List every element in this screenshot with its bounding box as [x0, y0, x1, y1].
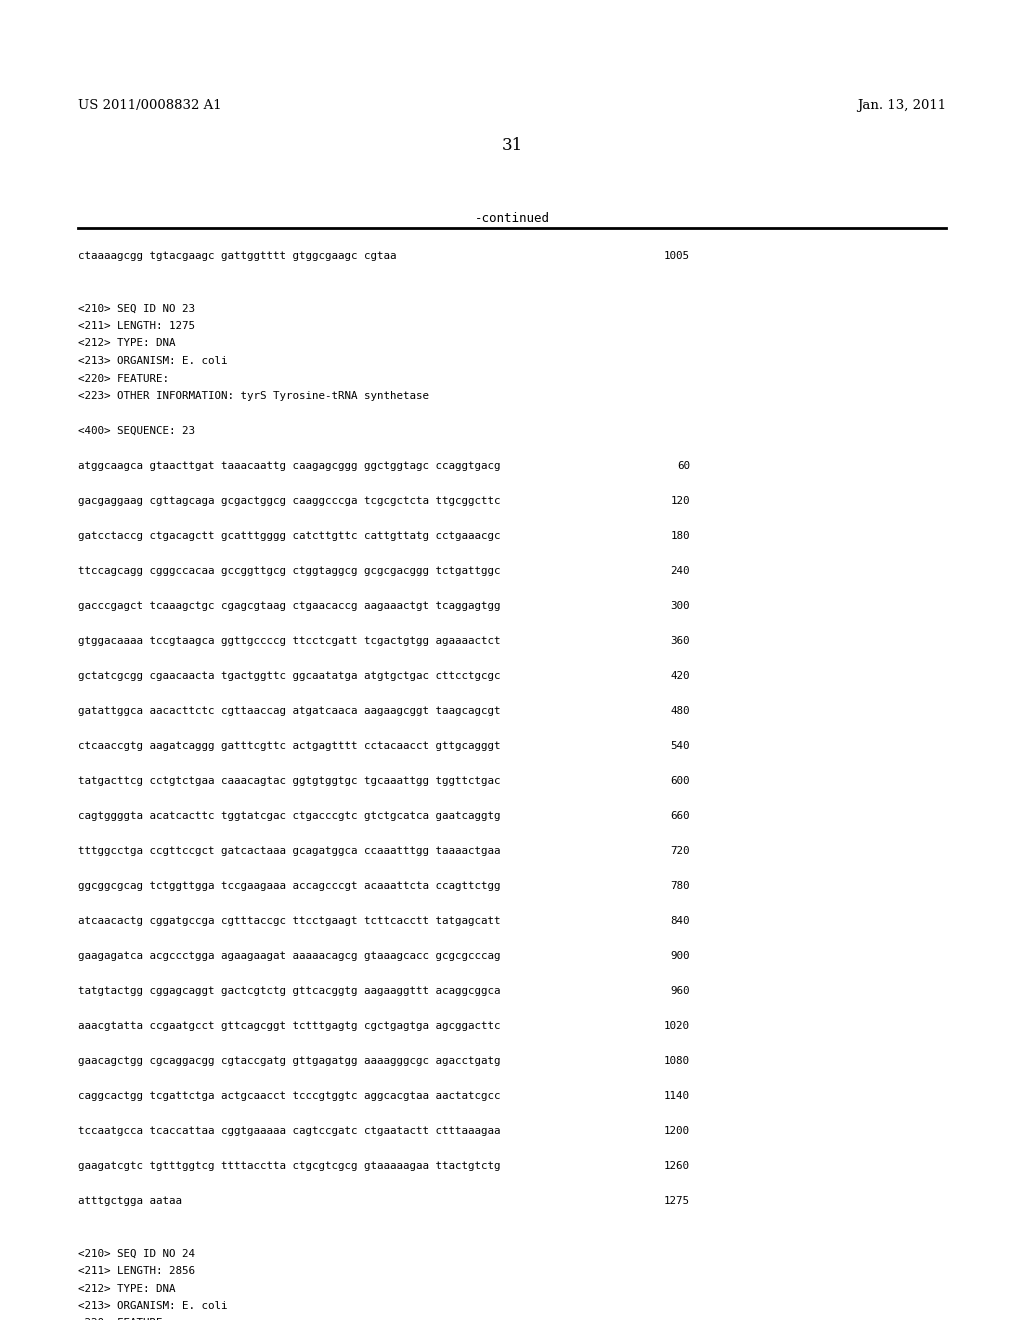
Text: atggcaagca gtaacttgat taaacaattg caagagcggg ggctggtagc ccaggtgacg: atggcaagca gtaacttgat taaacaattg caagagc… — [78, 461, 501, 471]
Text: <220> FEATURE:: <220> FEATURE: — [78, 1319, 169, 1320]
Text: <212> TYPE: DNA: <212> TYPE: DNA — [78, 1283, 175, 1294]
Text: 1200: 1200 — [664, 1126, 690, 1137]
Text: 31: 31 — [502, 136, 522, 153]
Text: ctcaaccgtg aagatcaggg gatttcgttc actgagtttt cctacaacct gttgcagggt: ctcaaccgtg aagatcaggg gatttcgttc actgagt… — [78, 741, 501, 751]
Text: tatgtactgg cggagcaggt gactcgtctg gttcacggtg aagaaggttt acaggcggca: tatgtactgg cggagcaggt gactcgtctg gttcacg… — [78, 986, 501, 997]
Text: <210> SEQ ID NO 24: <210> SEQ ID NO 24 — [78, 1249, 195, 1258]
Text: <212> TYPE: DNA: <212> TYPE: DNA — [78, 338, 175, 348]
Text: ctaaaagcgg tgtacgaagc gattggtttt gtggcgaagc cgtaa: ctaaaagcgg tgtacgaagc gattggtttt gtggcga… — [78, 251, 396, 261]
Text: gatcctaccg ctgacagctt gcatttgggg catcttgttc cattgttatg cctgaaacgc: gatcctaccg ctgacagctt gcatttgggg catcttg… — [78, 531, 501, 541]
Text: <400> SEQUENCE: 23: <400> SEQUENCE: 23 — [78, 426, 195, 436]
Text: 240: 240 — [671, 566, 690, 576]
Text: <223> OTHER INFORMATION: tyrS Tyrosine-tRNA synthetase: <223> OTHER INFORMATION: tyrS Tyrosine-t… — [78, 391, 429, 401]
Text: 1005: 1005 — [664, 251, 690, 261]
Text: 540: 540 — [671, 741, 690, 751]
Text: 900: 900 — [671, 950, 690, 961]
Text: 1080: 1080 — [664, 1056, 690, 1067]
Text: gacccgagct tcaaagctgc cgagcgtaag ctgaacaccg aagaaactgt tcaggagtgg: gacccgagct tcaaagctgc cgagcgtaag ctgaaca… — [78, 601, 501, 611]
Text: 300: 300 — [671, 601, 690, 611]
Text: tatgacttcg cctgtctgaa caaacagtac ggtgtggtgc tgcaaattgg tggttctgac: tatgacttcg cctgtctgaa caaacagtac ggtgtgg… — [78, 776, 501, 785]
Text: gctatcgcgg cgaacaacta tgactggttc ggcaatatga atgtgctgac cttcctgcgc: gctatcgcgg cgaacaacta tgactggttc ggcaata… — [78, 671, 501, 681]
Text: tccaatgcca tcaccattaa cggtgaaaaa cagtccgatc ctgaatactt ctttaaagaa: tccaatgcca tcaccattaa cggtgaaaaa cagtccg… — [78, 1126, 501, 1137]
Text: cagtggggta acatcacttc tggtatcgac ctgacccgtc gtctgcatca gaatcaggtg: cagtggggta acatcacttc tggtatcgac ctgaccc… — [78, 810, 501, 821]
Text: <210> SEQ ID NO 23: <210> SEQ ID NO 23 — [78, 304, 195, 314]
Text: 120: 120 — [671, 496, 690, 506]
Text: 480: 480 — [671, 706, 690, 715]
Text: gatattggca aacacttctc cgttaaccag atgatcaaca aagaagcggt taagcagcgt: gatattggca aacacttctc cgttaaccag atgatca… — [78, 706, 501, 715]
Text: atttgctgga aataa: atttgctgga aataa — [78, 1196, 182, 1206]
Text: <220> FEATURE:: <220> FEATURE: — [78, 374, 169, 384]
Text: 1020: 1020 — [664, 1020, 690, 1031]
Text: 1260: 1260 — [664, 1162, 690, 1171]
Text: 60: 60 — [677, 461, 690, 471]
Text: 360: 360 — [671, 636, 690, 645]
Text: atcaacactg cggatgccga cgtttaccgc ttcctgaagt tcttcacctt tatgagcatt: atcaacactg cggatgccga cgtttaccgc ttcctga… — [78, 916, 501, 927]
Text: gtggacaaaa tccgtaagca ggttgccccg ttcctcgatt tcgactgtgg agaaaactct: gtggacaaaa tccgtaagca ggttgccccg ttcctcg… — [78, 636, 501, 645]
Text: <211> LENGTH: 2856: <211> LENGTH: 2856 — [78, 1266, 195, 1276]
Text: 960: 960 — [671, 986, 690, 997]
Text: gaagagatca acgccctgga agaagaagat aaaaacagcg gtaaagcacc gcgcgcccag: gaagagatca acgccctgga agaagaagat aaaaaca… — [78, 950, 501, 961]
Text: caggcactgg tcgattctga actgcaacct tcccgtggtc aggcacgtaa aactatcgcc: caggcactgg tcgattctga actgcaacct tcccgtg… — [78, 1092, 501, 1101]
Text: 600: 600 — [671, 776, 690, 785]
Text: <213> ORGANISM: E. coli: <213> ORGANISM: E. coli — [78, 1302, 227, 1311]
Text: 1140: 1140 — [664, 1092, 690, 1101]
Text: 840: 840 — [671, 916, 690, 927]
Text: <213> ORGANISM: E. coli: <213> ORGANISM: E. coli — [78, 356, 227, 366]
Text: -continued: -continued — [474, 211, 550, 224]
Text: <211> LENGTH: 1275: <211> LENGTH: 1275 — [78, 321, 195, 331]
Text: 1275: 1275 — [664, 1196, 690, 1206]
Text: ttccagcagg cgggccacaa gccggttgcg ctggtaggcg gcgcgacggg tctgattggc: ttccagcagg cgggccacaa gccggttgcg ctggtag… — [78, 566, 501, 576]
Text: gaacagctgg cgcaggacgg cgtaccgatg gttgagatgg aaaagggcgc agacctgatg: gaacagctgg cgcaggacgg cgtaccgatg gttgaga… — [78, 1056, 501, 1067]
Text: tttggcctga ccgttccgct gatcactaaa gcagatggca ccaaatttgg taaaactgaa: tttggcctga ccgttccgct gatcactaaa gcagatg… — [78, 846, 501, 855]
Text: 420: 420 — [671, 671, 690, 681]
Text: aaacgtatta ccgaatgcct gttcagcggt tctttgagtg cgctgagtga agcggacttc: aaacgtatta ccgaatgcct gttcagcggt tctttga… — [78, 1020, 501, 1031]
Text: gacgaggaag cgttagcaga gcgactggcg caaggcccga tcgcgctcta ttgcggcttc: gacgaggaag cgttagcaga gcgactggcg caaggcc… — [78, 496, 501, 506]
Text: US 2011/0008832 A1: US 2011/0008832 A1 — [78, 99, 221, 111]
Text: ggcggcgcag tctggttgga tccgaagaaa accagcccgt acaaattcta ccagttctgg: ggcggcgcag tctggttgga tccgaagaaa accagcc… — [78, 880, 501, 891]
Text: 720: 720 — [671, 846, 690, 855]
Text: 180: 180 — [671, 531, 690, 541]
Text: 780: 780 — [671, 880, 690, 891]
Text: Jan. 13, 2011: Jan. 13, 2011 — [857, 99, 946, 111]
Text: gaagatcgtc tgtttggtcg ttttacctta ctgcgtcgcg gtaaaaagaa ttactgtctg: gaagatcgtc tgtttggtcg ttttacctta ctgcgtc… — [78, 1162, 501, 1171]
Text: 660: 660 — [671, 810, 690, 821]
